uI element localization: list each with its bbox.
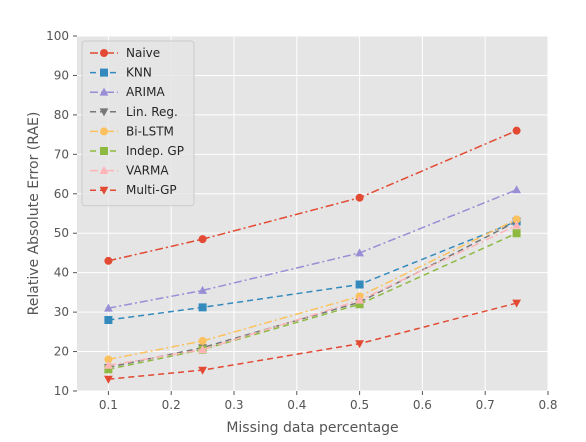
series-line	[108, 220, 517, 321]
x-tick-label: 0.8	[538, 398, 557, 412]
legend-marker	[99, 108, 109, 117]
legend-item: Indep. GP	[90, 144, 184, 158]
data-point	[355, 340, 364, 349]
data-point	[104, 375, 113, 384]
y-tick-label: 80	[54, 108, 69, 122]
data-point	[104, 355, 113, 364]
legend-item: Bi-LSTM	[90, 124, 174, 138]
y-tick-label: 40	[54, 266, 69, 280]
x-tick-label: 0.4	[287, 398, 306, 412]
data-point	[104, 303, 113, 312]
data-point	[512, 229, 521, 238]
y-tick-label: 100	[46, 29, 69, 43]
data-point	[512, 185, 521, 194]
legend-label: VARMA	[126, 164, 169, 178]
data-point	[512, 299, 521, 308]
y-tick-label: 60	[54, 187, 69, 201]
legend-label: KNN	[126, 66, 152, 80]
data-point	[355, 248, 364, 257]
legend-label: Naive	[126, 46, 160, 60]
x-axis-label: Missing data percentage	[226, 420, 398, 436]
legend-label: Lin. Reg.	[126, 105, 178, 119]
x-tick-label: 0.6	[413, 398, 432, 412]
x-tick-label: 0.3	[224, 398, 243, 412]
data-point	[198, 303, 207, 312]
data-point	[104, 360, 113, 369]
legend: Naive KNN ARIMA Lin. Reg. Bi-LSTM Indep. GP VA…	[81, 40, 195, 207]
data-point	[104, 365, 113, 374]
series-naive	[104, 126, 521, 265]
data-point	[512, 215, 521, 224]
y-tick-label: 10	[54, 384, 69, 398]
y-tick-label: 30	[54, 305, 69, 319]
legend-label: ARIMA	[126, 85, 165, 99]
data-point	[104, 256, 113, 265]
y-axis-label: Relative Absolute Error (RAE)	[26, 112, 42, 316]
legend-label: Multi-GP	[126, 183, 177, 197]
data-point	[198, 344, 207, 353]
y-tick-label: 90	[54, 68, 69, 82]
y-tick-label: 70	[54, 147, 69, 161]
legend-item: Naive	[90, 46, 160, 60]
legend-item: VARMA	[90, 164, 169, 178]
y-tick-label: 20	[54, 345, 69, 359]
legend-marker	[100, 49, 108, 57]
legend-item: ARIMA	[90, 85, 165, 99]
legend-marker	[99, 87, 109, 96]
legend-item: Multi-GP	[90, 183, 177, 197]
legend-box	[81, 40, 195, 207]
data-point	[104, 316, 113, 324]
data-point	[512, 126, 521, 135]
axis-ticks: 0.1 0.2 0.3 0.4 0.5 0.6 0.7 0.8 10 20 30 40 50 60 70 80…	[46, 29, 557, 412]
x-tick-label: 0.7	[476, 398, 495, 412]
grid	[77, 35, 549, 392]
series-line	[108, 224, 517, 367]
legend-item: Lin. Reg.	[90, 105, 178, 119]
data-point	[512, 220, 521, 229]
series-line	[108, 232, 517, 371]
x-tick-label: 0.1	[99, 398, 118, 412]
series-line	[108, 129, 517, 262]
legend-marker	[99, 166, 109, 174]
y-tick-label: 50	[54, 226, 69, 240]
legend-marker	[100, 127, 108, 136]
data-point	[355, 193, 364, 202]
series-multi-gp	[104, 299, 521, 384]
data-point	[355, 300, 364, 309]
data-point	[355, 280, 364, 289]
data-point	[198, 235, 207, 244]
data-point	[198, 285, 207, 294]
series-varma	[104, 220, 521, 369]
series-bi-lstm	[104, 215, 521, 364]
data-point	[198, 366, 207, 375]
legend-label: Bi-LSTM	[126, 124, 174, 138]
x-tick-label: 0.2	[162, 398, 181, 412]
legend-item: KNN	[90, 66, 152, 80]
data-point	[355, 295, 364, 304]
legend-marker	[99, 186, 109, 195]
series-arima	[104, 185, 521, 312]
series-lines	[104, 126, 521, 384]
legend-marker	[100, 147, 108, 155]
legend-label: Indep. GP	[126, 144, 184, 158]
series-line	[108, 302, 517, 380]
series-line	[108, 218, 517, 361]
series-line	[108, 189, 517, 309]
data-point	[198, 336, 207, 345]
legend-marker	[100, 68, 108, 77]
x-tick-label: 0.5	[350, 398, 369, 412]
